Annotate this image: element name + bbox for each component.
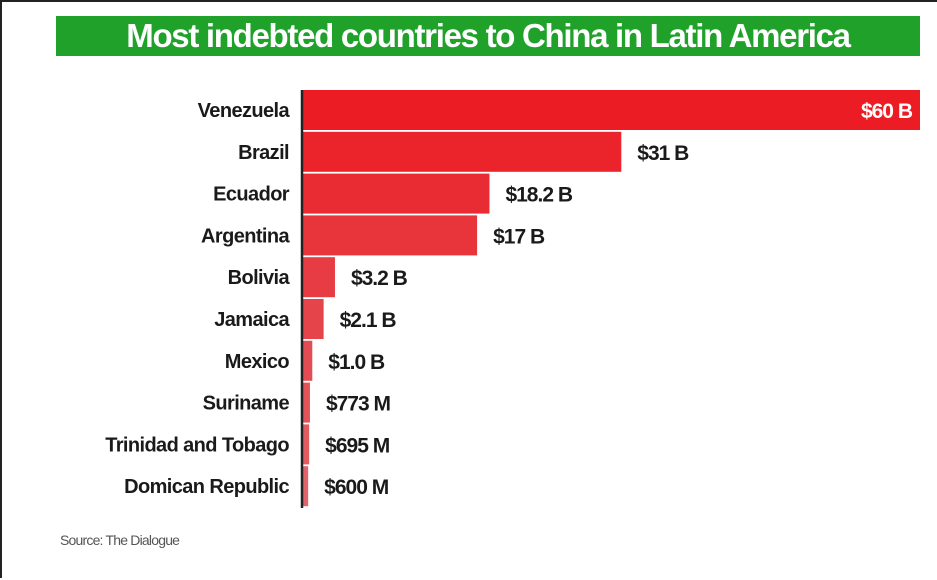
source-note: Source: The Dialogue xyxy=(60,532,180,548)
category-label: Mexico xyxy=(225,351,290,373)
value-label: $3.2 B xyxy=(351,267,408,290)
category-label: Ecuador xyxy=(213,184,290,206)
value-label: $773 M xyxy=(326,393,391,416)
value-label: $31 B xyxy=(637,142,689,165)
value-label: $60 B xyxy=(861,100,913,123)
value-label: $600 M xyxy=(324,476,389,499)
bar-1 xyxy=(302,131,622,172)
bar-5 xyxy=(302,299,324,339)
bar-2 xyxy=(302,173,490,214)
category-label: Venezuela xyxy=(198,100,291,122)
value-label: $1.0 B xyxy=(328,351,385,374)
category-label: Argentina xyxy=(201,225,290,247)
value-label: $695 M xyxy=(325,434,390,457)
category-label: Domican Republic xyxy=(124,476,289,498)
category-label: Bolivia xyxy=(228,267,291,289)
bar-7 xyxy=(302,382,310,423)
bar-6 xyxy=(302,340,313,381)
bar-0 xyxy=(302,90,920,130)
value-label: $2.1 B xyxy=(340,309,397,332)
category-label: Brazil xyxy=(238,142,289,164)
category-label: Suriname xyxy=(203,393,290,415)
bar-3 xyxy=(302,215,478,256)
value-label: $18.2 B xyxy=(505,184,572,207)
chart-title: Most indebted countries to China in Lati… xyxy=(56,16,920,56)
value-label: $17 B xyxy=(493,225,545,248)
category-label: Jamaica xyxy=(214,309,290,331)
bar-8 xyxy=(302,424,310,465)
bar-4 xyxy=(302,257,335,298)
bar-9 xyxy=(302,466,309,507)
category-label: Trinidad and Tobago xyxy=(105,434,289,456)
